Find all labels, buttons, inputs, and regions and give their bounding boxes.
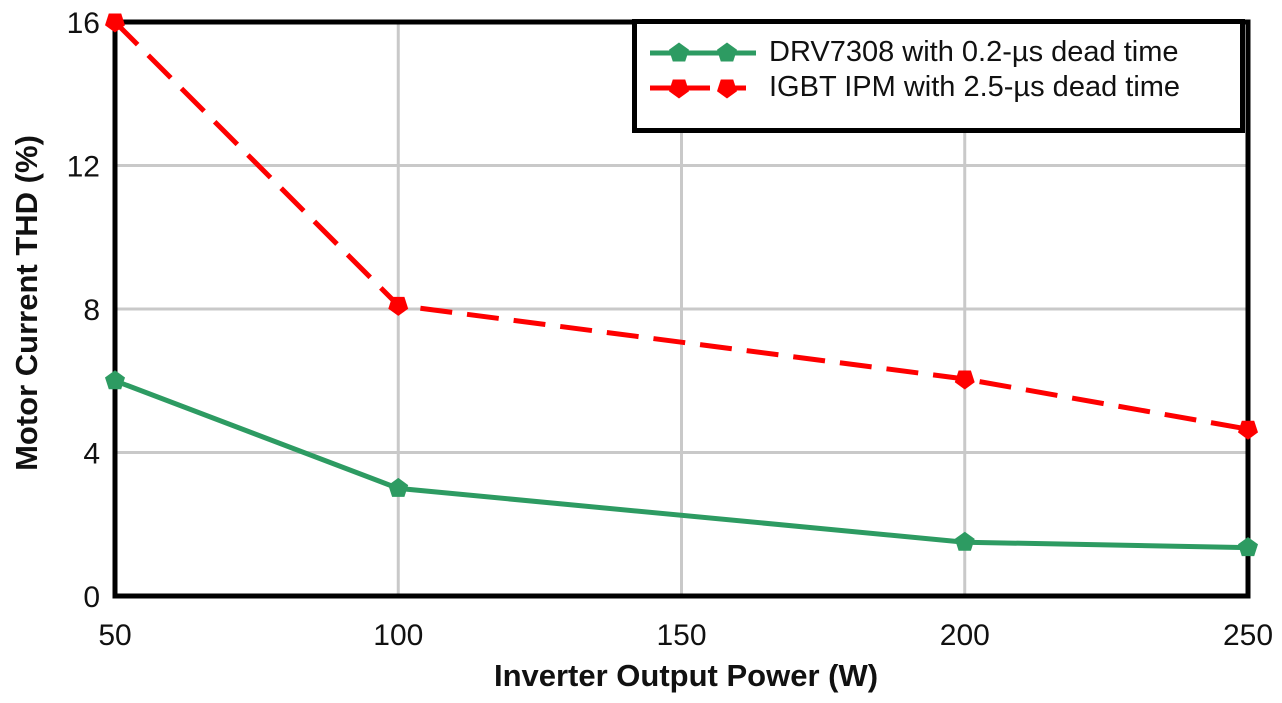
data-point-marker-0 <box>388 477 409 497</box>
legend-item-igbt-ipm: IGBT IPM with 2.5-µs dead time <box>647 70 1236 105</box>
series-line-0 <box>114 378 1249 551</box>
data-point-marker-0 <box>954 531 975 551</box>
legend-sample-marker <box>669 79 689 98</box>
data-point-marker-1 <box>1238 420 1258 440</box>
y-tick-label: 8 <box>83 294 100 327</box>
y-tick-label: 4 <box>83 438 100 471</box>
legend-label: DRV7308 with 0.2-µs dead time <box>769 36 1179 68</box>
data-point-marker-1 <box>105 13 125 33</box>
data-point-marker-0 <box>105 370 125 390</box>
legend-sample-line-icon <box>650 79 756 98</box>
x-tick-label: 50 <box>98 619 131 652</box>
legend-sample-line-icon <box>650 42 756 61</box>
data-point-marker-0 <box>1238 537 1258 557</box>
data-point-marker-1 <box>388 296 409 316</box>
legend-sample-marker <box>717 42 737 61</box>
series-line-1 <box>113 20 1249 432</box>
data-point-marker-1 <box>954 370 975 390</box>
x-tick-label: 250 <box>1223 619 1273 652</box>
legend-item-drv7308: DRV7308 with 0.2-µs dead time <box>647 35 1236 70</box>
legend-sample-marker <box>717 79 737 98</box>
legend: DRV7308 with 0.2-µs dead time IGBT IPM w… <box>632 19 1245 133</box>
legend-sample-marker <box>669 42 689 61</box>
x-axis-title: Inverter Output Power (W) <box>493 658 879 693</box>
y-tick-label: 16 <box>67 7 100 40</box>
y-tick-label: 12 <box>67 151 100 184</box>
x-tick-label: 200 <box>940 619 990 652</box>
legend-label: IGBT IPM with 2.5-µs dead time <box>769 71 1181 103</box>
x-tick-label: 150 <box>656 619 706 652</box>
y-tick-label: 0 <box>83 581 100 614</box>
y-axis-title: Motor Current THD (%) <box>9 135 44 471</box>
x-tick-label: 100 <box>373 619 423 652</box>
